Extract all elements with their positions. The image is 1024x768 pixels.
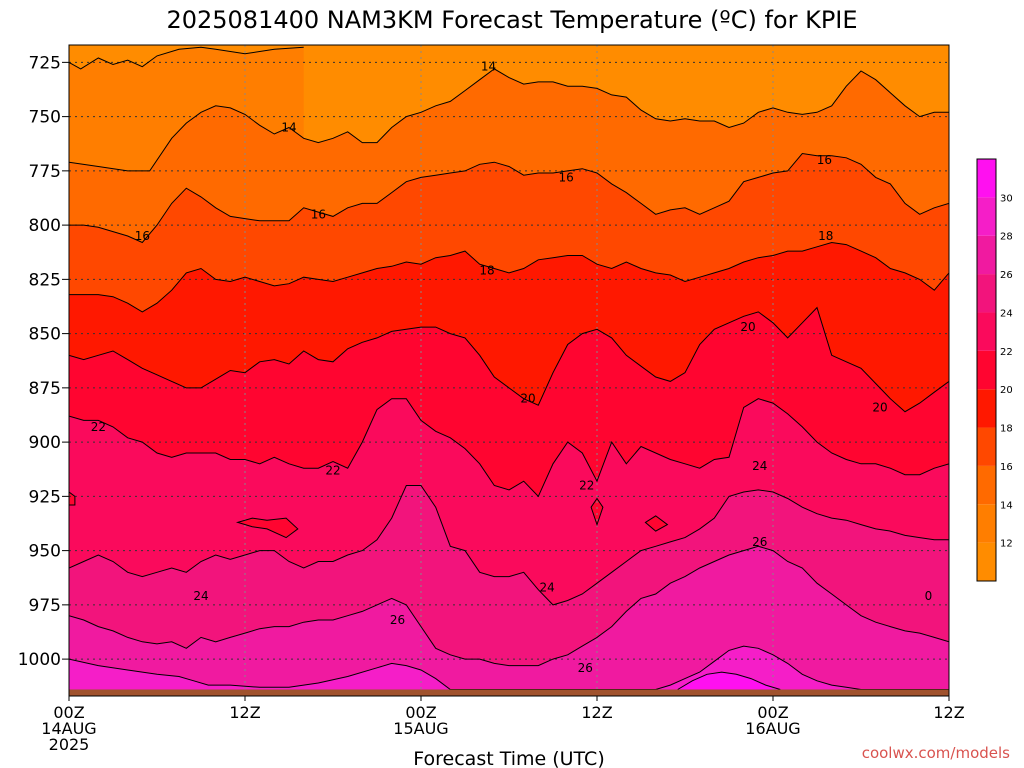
y-tick-label-875: 875	[29, 379, 61, 399]
contour-label-10: 20	[872, 400, 887, 414]
isotherm-lines	[69, 46, 949, 690]
contour-label-1: 14	[281, 120, 296, 134]
colorbar-bin-26	[977, 235, 996, 275]
y-tick-label-900: 900	[29, 433, 61, 453]
colorbar-bin-18	[977, 389, 996, 428]
island-line-1	[590, 497, 604, 527]
isotherm-12	[69, 46, 304, 70]
island-line-3	[69, 491, 76, 506]
y-tick-label-750: 750	[29, 108, 61, 128]
isotherm-14	[69, 68, 949, 172]
contour-label-9: 20	[520, 392, 535, 406]
contour-label-12: 22	[325, 463, 340, 477]
isotherm-24	[69, 485, 949, 606]
island-line-2	[644, 515, 669, 532]
colorbar-bin-22	[977, 312, 996, 351]
colorbar-bin-12	[977, 504, 996, 543]
contour-label-6: 18	[818, 229, 833, 243]
y-tick-label-850: 850	[29, 325, 61, 345]
y-tick-label-975: 975	[29, 596, 61, 616]
y-axis-ticks: 725 750 775 800 825 850 875 900 925 950 975 1000	[18, 53, 69, 670]
contour-labels: 14 14 16 16 16 16 18 18 20 20 20 22 22 22 24 26 24 24 26 26…	[91, 60, 933, 675]
x-tick-label-48-1: 16AUG	[745, 719, 800, 738]
x-tick-label-60-0: 12Z	[933, 703, 964, 722]
contour-label-4: 16	[311, 207, 326, 221]
contour-label-5: 16	[135, 229, 150, 243]
x-tick-label-36-0: 12Z	[581, 703, 612, 722]
colorbar-bin-14	[977, 465, 996, 505]
y-tick-label-825: 825	[29, 270, 61, 290]
colorbar-bin-16	[977, 427, 996, 466]
x-tick-label-24-1: 15AUG	[393, 719, 448, 738]
colorbar-tick-30: 30	[1000, 193, 1013, 204]
colorbar-frame	[976, 158, 997, 582]
x-tick-label-0-1: 14AUG	[41, 719, 96, 738]
isotherm-30	[677, 671, 781, 690]
island-fill-1	[591, 498, 603, 525]
contour-label-2: 16	[817, 153, 832, 167]
y-tick-label-925: 925	[29, 487, 61, 507]
x-tick-label-0-2: 2025	[49, 735, 90, 754]
isotherm-22	[69, 398, 949, 498]
chart-title: 2025081400 NAM3KM Forecast Temperature (…	[166, 6, 857, 34]
contour-label-14: 24	[752, 459, 767, 473]
colorbar-tick-12: 12	[1000, 539, 1013, 550]
colorbar-legend: 12 14 16 18 20 22 24 26 28 30	[976, 158, 1013, 582]
y-tick-label-1000: 1000	[18, 650, 61, 670]
isotherm-20	[69, 306, 949, 413]
colorbar-tick-20: 20	[1000, 385, 1013, 396]
colorbar-bin-24	[977, 274, 996, 313]
x-axis-label: Forecast Time (UTC)	[413, 748, 604, 768]
contour-label-11: 22	[91, 420, 106, 434]
colorbar-bin-20	[977, 350, 996, 390]
colorbar-tick-14: 14	[1000, 500, 1013, 511]
contour-label-7: 18	[479, 264, 494, 278]
ground-below-surface	[69, 689, 949, 696]
colorbar-tick-28: 28	[1000, 232, 1013, 243]
plot-frame	[68, 44, 950, 697]
contour-label-19: 26	[578, 661, 593, 675]
x-tick-label-48-0: 00Z	[757, 703, 788, 722]
x-tick-label-0-0: 00Z	[53, 703, 84, 722]
x-tick-label-24-0: 00Z	[405, 703, 436, 722]
contour-label-8: 20	[740, 320, 755, 334]
isotherm-18	[69, 241, 949, 313]
contour-label-15: 26	[752, 535, 767, 549]
contour-label-17: 24	[193, 589, 208, 603]
colorbar-bin-28	[977, 197, 996, 236]
colorbar-bin-10	[977, 542, 996, 581]
x-tick-label-12-0: 12Z	[229, 703, 260, 722]
y-tick-label-775: 775	[29, 162, 61, 182]
y-tick-label-725: 725	[29, 53, 61, 73]
colorbar-tick-18: 18	[1000, 424, 1013, 435]
credit-text: coolwx.com/models	[862, 744, 1010, 762]
island-line-0	[235, 517, 299, 539]
y-tick-label-950: 950	[29, 542, 61, 562]
contour-label-20: 0	[925, 589, 933, 603]
contour-label-0: 14	[481, 60, 496, 74]
colorbar-tick-24: 24	[1000, 308, 1013, 319]
temperature-fill-bands	[69, 45, 949, 696]
isotherm-16	[69, 152, 949, 244]
colorbar-tick-16: 16	[1000, 462, 1013, 473]
island-fill-0	[237, 518, 298, 538]
contour-label-3: 16	[559, 170, 574, 184]
colorbar-tick-26: 26	[1000, 270, 1013, 281]
y-tick-label-800: 800	[29, 216, 61, 236]
contour-label-18: 26	[390, 613, 405, 627]
contour-label-16: 24	[539, 581, 554, 595]
colorbar-tick-22: 22	[1000, 347, 1013, 358]
colorbar-bin-30	[977, 159, 996, 198]
island-fill-3	[69, 492, 75, 505]
contour-label-13: 22	[579, 479, 594, 493]
isotherm-26	[69, 545, 949, 667]
